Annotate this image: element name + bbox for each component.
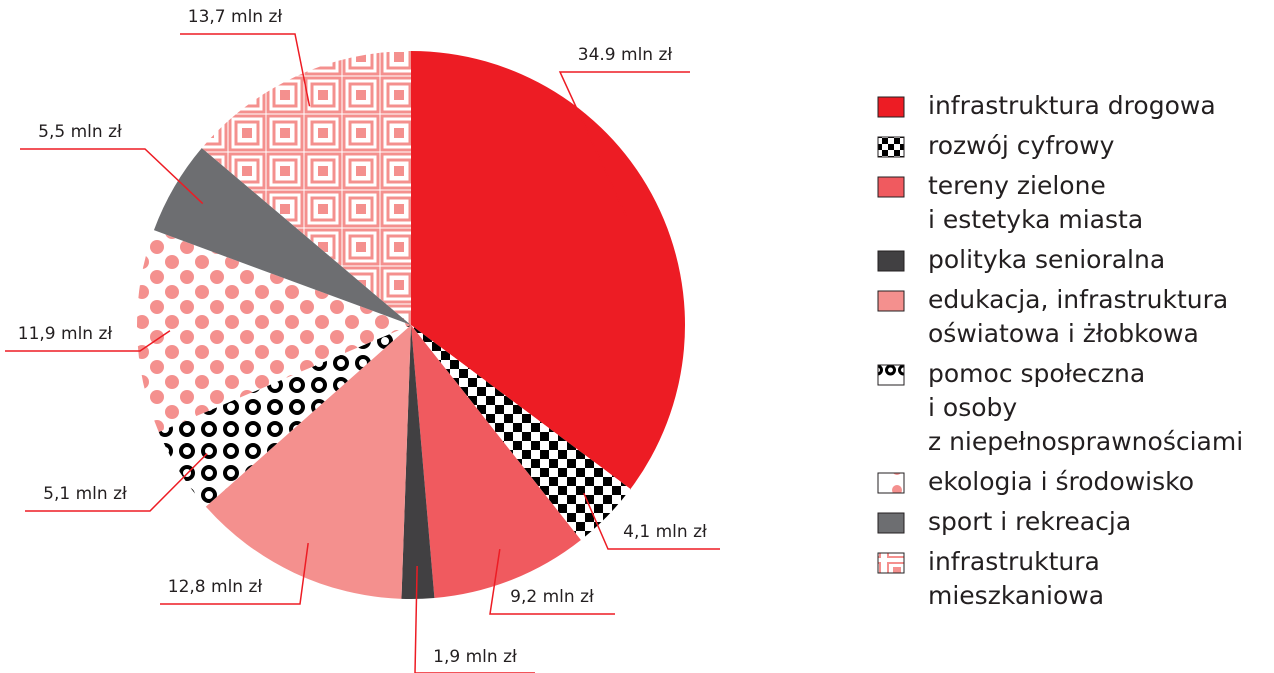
data-label: 13,7 mln zł: [188, 7, 283, 27]
legend-item: sport i rekreacja: [877, 507, 1131, 536]
legend-swatch: [877, 552, 905, 574]
legend-swatch: [877, 250, 905, 272]
legend-label: tereny zielone i estetyka miasta: [928, 171, 1143, 234]
leader-line: [25, 453, 208, 512]
legend-item: infrastruktura drogowa: [877, 91, 1216, 120]
legend-swatch: [877, 512, 905, 534]
legend-item: rozwój cyfrowy: [877, 131, 1115, 160]
data-label: 1,9 mln zł: [433, 647, 517, 667]
legend-label: sport i rekreacja: [928, 507, 1131, 536]
leader-line: [5, 330, 171, 352]
pie-slice: [411, 325, 581, 598]
data-label: 11,9 mln zł: [18, 324, 113, 344]
leader-line: [558, 71, 690, 218]
legend-swatch: [877, 136, 905, 158]
legend-label: infrastruktura drogowa: [928, 91, 1216, 120]
legend-item: infrastruktura mieszkaniowa: [877, 547, 1104, 610]
data-label: 5,5 mln zł: [38, 122, 122, 142]
legend-item: edukacja, infrastruktura oświatowa i żłob…: [877, 285, 1228, 348]
legend-label: ekologia i środowisko: [928, 467, 1194, 496]
legend-swatch: [877, 290, 905, 312]
pie-slice: [205, 325, 411, 599]
pie-slice: [136, 230, 411, 432]
leader-line: [20, 148, 204, 205]
data-label: 12,8 mln zł: [168, 577, 263, 597]
legend-label: rozwój cyfrowy: [928, 131, 1115, 160]
legend-swatch: [877, 176, 905, 198]
pie-slice: [158, 325, 411, 507]
leader-line: [414, 566, 535, 673]
pie-slice: [401, 325, 435, 600]
data-label: 34.9 mln zł: [578, 45, 673, 65]
data-label: 5,1 mln zł: [43, 484, 127, 504]
legend-label: infrastruktura mieszkaniowa: [928, 547, 1104, 610]
legend-item: tereny zielone i estetyka miasta: [877, 171, 1143, 234]
data-label: 9,2 mln zł: [510, 587, 594, 607]
legend-item: ekologia i środowisko: [877, 467, 1194, 496]
pie-slice: [201, 51, 411, 325]
data-label: 4,1 mln zł: [623, 522, 707, 542]
leader-line: [583, 492, 720, 550]
legend-label: edukacja, infrastruktura oświatowa i żłob…: [928, 285, 1228, 348]
legend-item: pomoc społeczna i osoby z niepełnosprawnoś…: [877, 359, 1243, 456]
legend-swatch: [877, 364, 905, 386]
legend-swatch: [877, 96, 905, 118]
pie-slice: [411, 325, 631, 540]
pie-slice: [153, 148, 411, 325]
leader-line: [180, 33, 311, 107]
leader-line: [160, 542, 309, 605]
legend-label: pomoc społeczna i osoby z niepełnosprawnoś…: [928, 359, 1243, 456]
legend-label: polityka senioralna: [928, 245, 1165, 274]
legend-swatch: [877, 472, 905, 494]
pie-slice: [411, 51, 685, 490]
leader-line: [489, 549, 615, 615]
legend-item: polityka senioralna: [877, 245, 1165, 274]
